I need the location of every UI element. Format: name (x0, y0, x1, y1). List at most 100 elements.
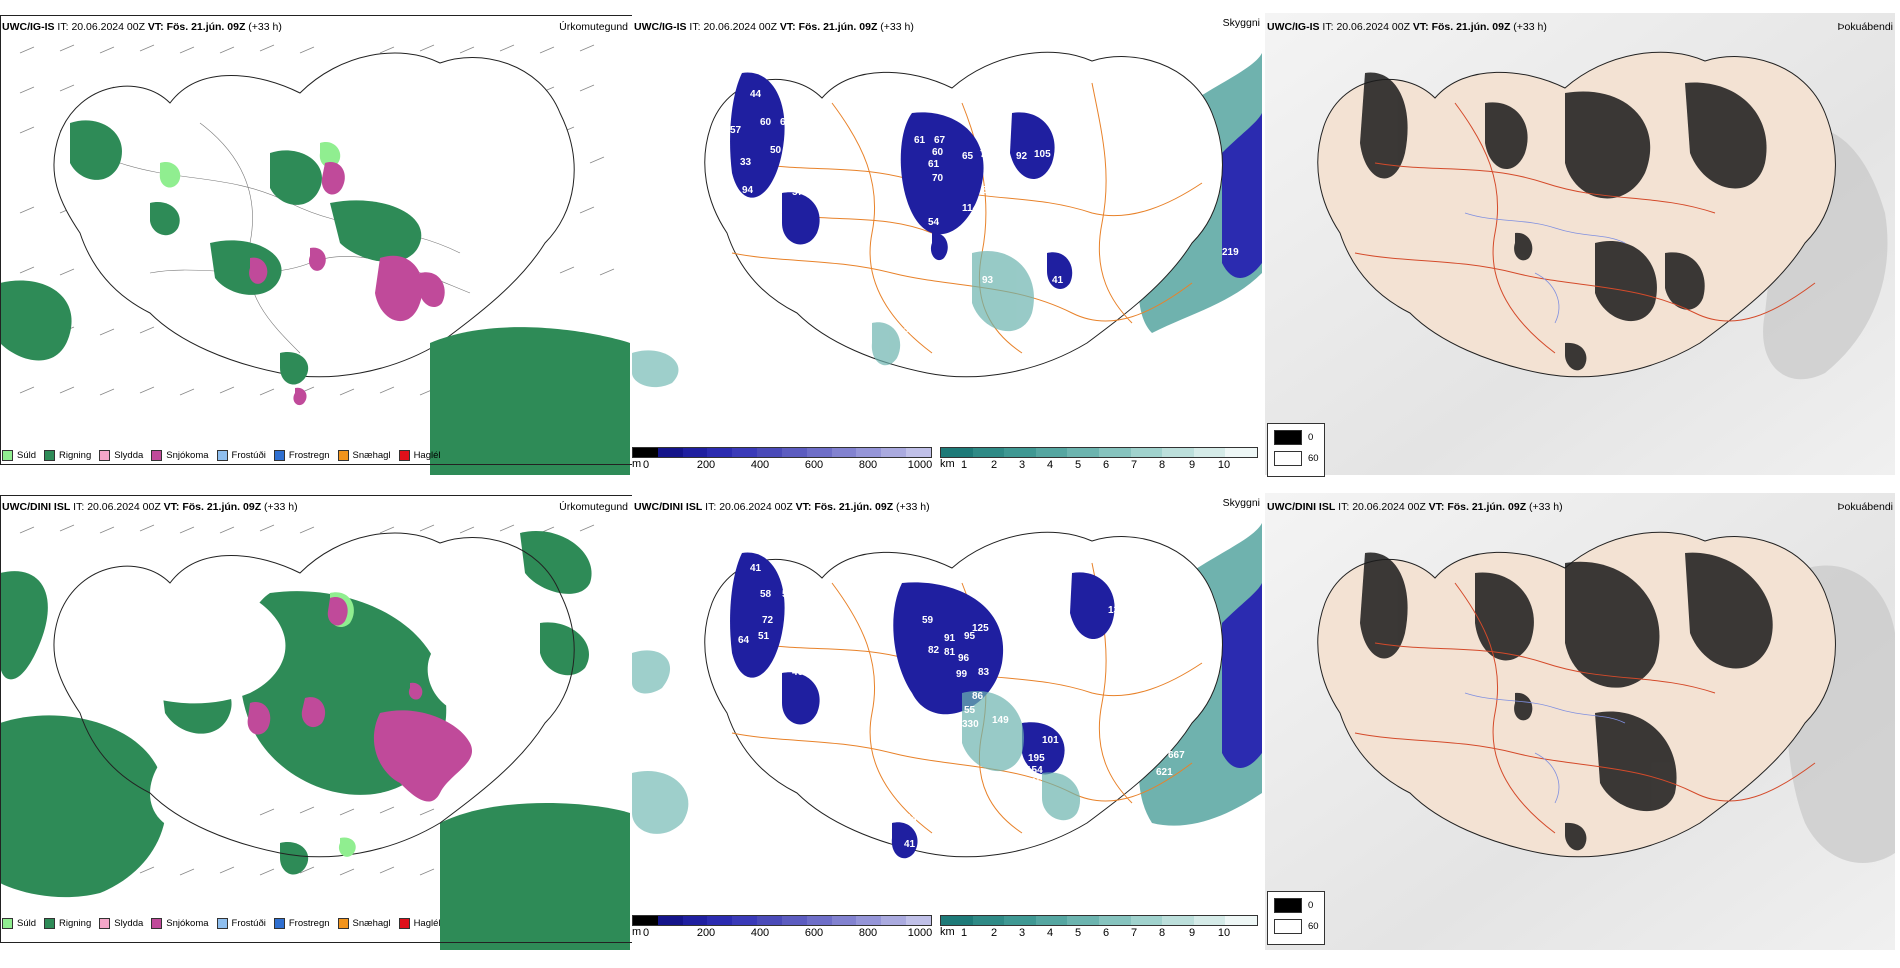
ceiling-unit: m (632, 458, 642, 470)
svg-text:86: 86 (972, 691, 984, 702)
svg-text:93: 93 (982, 275, 994, 286)
ceiling-colorbar-segment (806, 916, 832, 925)
svg-text:43: 43 (1088, 735, 1100, 746)
ceiling-colorbar-segment (881, 916, 907, 925)
ceiling-colorbar-segment (856, 448, 882, 457)
visibility-colorbar-segment (1162, 916, 1194, 925)
svg-text:149: 149 (992, 715, 1009, 726)
ceiling-colorbar-segment (856, 916, 882, 925)
fog-legend: 0 60 (1267, 423, 1325, 477)
svg-text:58: 58 (760, 589, 772, 600)
ceiling-colorbar-segment (781, 448, 807, 457)
svg-text:61: 61 (928, 159, 940, 170)
svg-text:76: 76 (904, 327, 916, 338)
visibility-colorbar-segment (1004, 916, 1036, 925)
iceland-outline (53, 532, 575, 858)
visibility-colorbar-segment (972, 916, 1005, 925)
visibility-colorbar-segment (1225, 916, 1257, 925)
svg-text:72: 72 (980, 149, 992, 160)
legend-frostregn: Frostregn (273, 450, 330, 461)
precip-legend: Súld Rigning Slydda Snjókoma Frostúði Fr… (2, 918, 449, 929)
legend-snaehagl: Snæhagl (337, 918, 391, 929)
ceiling-colorbar: 0 200 400 600 800 1000 m (632, 915, 932, 941)
svg-text:55: 55 (964, 705, 976, 716)
cloud-base-labels: 44 60 61 57 50 33 94 57 61 67 60 61 70 6… (730, 89, 1239, 361)
visibility-colorbar-segment (1067, 916, 1099, 925)
visibility-title: Skyggni (1222, 17, 1260, 29)
svg-text:114: 114 (962, 203, 979, 214)
fog-panel-top: UWC/IG-IS IT: 20.06.2024 00Z VT: Fös. 21… (1265, 13, 1895, 488)
snow-areas (247, 597, 473, 802)
svg-text:81: 81 (944, 647, 956, 658)
svg-text:330: 330 (962, 719, 979, 730)
cloud-base-labels: 41 58 58 72 51 64 46 59 91 95 82 81 96 9… (738, 563, 1185, 850)
row1-header-precip: UWC/IG-IS IT: 20.06.2024 00Z VT: Fös. 21… (2, 21, 282, 33)
legend-frostudi: Frostúði (216, 918, 266, 929)
svg-text:125: 125 (1072, 135, 1089, 146)
visibility-colorbar-segment (1225, 448, 1257, 457)
svg-text:88: 88 (988, 589, 1000, 600)
svg-text:49: 49 (1154, 245, 1166, 256)
precip-title: Úrkomutegund (559, 21, 628, 33)
visibility-colorbar-segment (941, 916, 973, 925)
svg-text:101: 101 (1042, 735, 1059, 746)
visibility-colorbar: 1 2 3 4 5 6 7 8 9 10 km (940, 447, 1258, 473)
ceiling-colorbar-segment (881, 448, 907, 457)
svg-text:12: 12 (1020, 237, 1032, 248)
fog-dark-areas (1360, 552, 1773, 851)
svg-text:195: 195 (1028, 753, 1045, 764)
svg-text:57: 57 (792, 187, 804, 198)
svg-text:136: 136 (1108, 605, 1125, 616)
svg-text:105: 105 (1034, 149, 1051, 160)
visibility-ticks: 1 2 3 4 5 6 7 8 9 10 (960, 927, 1231, 939)
visibility-map: 44 60 61 57 50 33 94 57 61 67 60 61 70 6… (632, 13, 1262, 475)
ceiling-colorbar-segment (633, 916, 658, 925)
ceiling-colorbar-segment (831, 916, 857, 925)
svg-text:51: 51 (758, 631, 770, 642)
svg-text:169: 169 (1072, 147, 1089, 158)
visibility-map: 41 58 58 72 51 64 46 59 91 95 82 81 96 9… (632, 493, 1262, 950)
legend-haglel: Haglél (398, 450, 441, 461)
svg-text:92: 92 (1016, 151, 1028, 162)
ceiling-colorbar-segment (757, 916, 782, 925)
ceiling-colorbar-segment (732, 448, 758, 457)
visibility-unit: km (940, 926, 955, 938)
svg-text:61: 61 (780, 117, 792, 128)
svg-text:96: 96 (958, 653, 970, 664)
svg-text:148: 148 (906, 813, 923, 824)
precip-title: Úrkomutegund (559, 501, 628, 513)
row2-header-precip: UWC/DINI ISL IT: 20.06.2024 00Z VT: Fös.… (2, 501, 298, 513)
svg-text:41: 41 (904, 839, 916, 850)
svg-text:115: 115 (1026, 777, 1043, 788)
fog-title: Þokuábendi (1837, 501, 1893, 513)
visibility-unit: km (940, 458, 955, 470)
svg-text:67: 67 (934, 135, 946, 146)
svg-text:59: 59 (922, 615, 934, 626)
visibility-colorbar-segment (1004, 448, 1036, 457)
ceiling-unit: m (632, 926, 642, 938)
svg-text:33: 33 (740, 157, 752, 168)
precip-map (0, 493, 630, 950)
svg-text:61: 61 (1072, 725, 1084, 736)
roads (1354, 102, 1816, 354)
legend-rigning: Rigning (44, 450, 91, 461)
roads (1354, 582, 1816, 834)
ceiling-colorbar-segment (732, 916, 758, 925)
ceiling-ticks: 0 200 400 600 800 1000 (642, 927, 933, 939)
svg-text:65: 65 (962, 151, 974, 162)
fog-title: Þokuábendi (1837, 21, 1893, 33)
ceiling-colorbar-segment (806, 448, 832, 457)
visibility-colorbar-segment (1193, 916, 1226, 925)
visibility-colorbar-segment (1067, 448, 1099, 457)
svg-text:50: 50 (770, 145, 782, 156)
visibility-panel-bottom: 41 58 58 72 51 64 46 59 91 95 82 81 96 9… (632, 493, 1262, 968)
ceiling-colorbar-segment (682, 448, 708, 457)
ceiling-colorbar-segment (682, 916, 708, 925)
ceiling-colorbar-segment (707, 916, 733, 925)
legend-frostudi: Frostúði (216, 450, 266, 461)
visibility-colorbar-segment (1162, 448, 1194, 457)
precip-map (0, 13, 630, 475)
legend-slydda: Slydda (99, 918, 143, 929)
ceiling-colorbar-segment (906, 448, 931, 457)
svg-text:27: 27 (1112, 95, 1124, 106)
